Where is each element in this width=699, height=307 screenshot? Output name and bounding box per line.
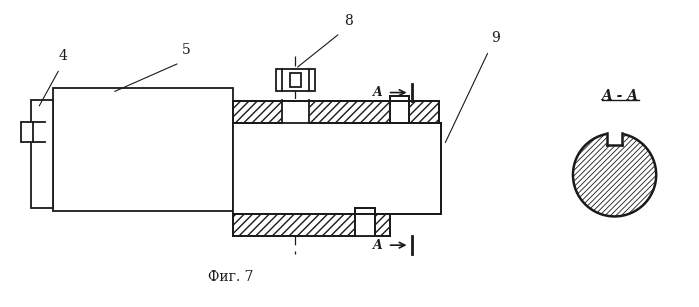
Bar xyxy=(52,87,233,212)
Text: Фиг. 7: Фиг. 7 xyxy=(208,270,254,284)
Bar xyxy=(31,100,52,208)
Bar xyxy=(21,122,33,142)
Text: 5: 5 xyxy=(182,43,191,57)
Text: 4: 4 xyxy=(58,49,67,63)
Bar xyxy=(389,95,410,123)
Text: 8: 8 xyxy=(344,14,352,28)
Bar xyxy=(289,73,301,87)
Bar xyxy=(607,131,622,145)
Bar xyxy=(282,100,310,124)
Bar xyxy=(355,208,375,236)
Bar xyxy=(275,69,315,91)
Bar xyxy=(233,215,389,236)
Bar xyxy=(233,123,441,215)
Text: 9: 9 xyxy=(491,31,500,45)
Bar xyxy=(233,102,439,123)
Text: A: A xyxy=(373,86,382,99)
Text: A: A xyxy=(373,239,382,252)
Text: A - A: A - A xyxy=(601,88,638,103)
